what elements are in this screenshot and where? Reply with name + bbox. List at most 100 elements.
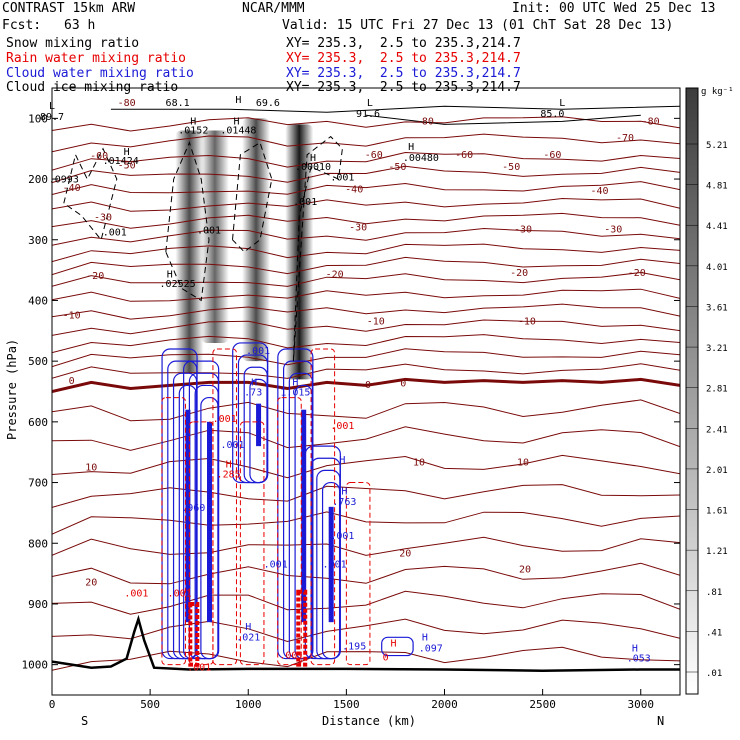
x-tick-label-0: 0 (49, 698, 56, 711)
colorbar-label-11: 4.41 (706, 222, 728, 232)
contour-label-84: H (390, 638, 396, 649)
temperature-contour-17 (52, 399, 680, 422)
colorbar-label-3: 1.21 (706, 547, 728, 557)
contour-label-44: -20 (510, 268, 528, 279)
temperature-contour-18 (52, 426, 680, 451)
temperature-contour-13 (52, 319, 680, 336)
contour-label-77: .001 (124, 589, 148, 600)
temperature-contour-5 (52, 197, 680, 212)
temperature-contour-2 (52, 151, 680, 171)
field-snow-xy: XY= 235.3, 2.5 to 235.3,214.7 (286, 36, 521, 51)
x-end-left-label: S (81, 714, 88, 728)
temperature-contour-22 (52, 536, 680, 556)
y-tick-label-9: 1000 (22, 659, 49, 672)
cloud-water-contour-0-3 (178, 384, 197, 660)
contour-label-48: -10 (63, 311, 81, 322)
temperature-contour-10 (52, 271, 680, 287)
contour-label-58: 1.015 (280, 388, 310, 399)
contour-label-29: -50 (502, 162, 520, 173)
fcst-label: Fcst: (2, 18, 42, 33)
contour-label-51: .001 (246, 346, 270, 357)
contour-label-63: 10 (413, 458, 425, 469)
contour-label-5: 69.6 (256, 98, 280, 109)
contour-label-22: .00010 (295, 162, 331, 173)
contour-label-73: 20 (519, 564, 531, 575)
zero-isotherm (52, 377, 680, 393)
contour-label-66: .285 (217, 470, 241, 481)
cloud-water-contour-4-3 (321, 481, 341, 660)
plot-frame (51, 87, 681, 696)
contour-label-57: H (292, 377, 298, 388)
temperature-contour-12 (52, 303, 680, 320)
contour-label-34: -40 (590, 186, 608, 197)
cloud-water-core-0 (185, 409, 191, 623)
contour-label-23: -60 (90, 151, 108, 162)
contour-label-89: .053 (627, 654, 651, 665)
terrain-line (52, 614, 680, 672)
field-cloudwater-xy: XY= 235.3, 2.5 to 235.3,214.7 (286, 66, 521, 81)
contour-label-11: -80 (642, 116, 660, 127)
contour-label-18: .01424 (103, 156, 139, 167)
contour-label-50: -10 (518, 317, 536, 328)
contour-label-68: H (341, 487, 347, 498)
contour-label-17: H (124, 147, 130, 158)
contour-label-20: .00480 (403, 153, 439, 164)
ice-contour-3 (292, 135, 343, 362)
cloud-water-contour-3-1 (282, 360, 314, 660)
contour-label-86: .001 (279, 651, 303, 662)
colorbar-label-6: 2.41 (706, 425, 728, 435)
contour-label-13: H (190, 116, 196, 127)
y-tick-label-3: 400 (28, 294, 48, 307)
temperature-contour-23 (52, 562, 680, 585)
rain-contour-3 (239, 421, 265, 666)
temperature-contour-6 (52, 212, 680, 229)
contour-label-15: H (233, 116, 239, 127)
y-tick-label-1: 200 (28, 173, 48, 186)
contour-label-25: -60 (455, 150, 473, 161)
contour-label-82: .097 (419, 643, 443, 654)
contour-label-83: .195 (342, 642, 366, 653)
cloud-water-core-3 (301, 409, 307, 623)
colorbar-label-4: 1.61 (706, 507, 728, 517)
field-rain-xy: XY= 235.3, 2.5 to 235.3,214.7 (286, 51, 521, 66)
x-tick-label-6: 3000 (628, 698, 655, 711)
contour-label-26: -60 (543, 150, 561, 161)
contour-label-40: .001 (103, 228, 127, 239)
contour-label-24: -60 (365, 150, 383, 161)
field-cloudwater-name: Cloud water mixing ratio (6, 66, 194, 81)
contour-label-87: .001 (187, 663, 211, 674)
contour-label-38: -30 (514, 225, 532, 236)
contour-label-62: 10 (85, 462, 97, 473)
contour-label-7: 91.6 (356, 109, 380, 120)
temperature-contour-26 (52, 646, 680, 671)
rain-core-0 (188, 601, 200, 667)
temperature-contour-21 (52, 511, 680, 535)
contour-label-54: 0 (400, 379, 406, 390)
ice-contour-1 (165, 141, 210, 302)
contour-label-16: .01448 (220, 126, 256, 137)
y-tick-label-4: 500 (28, 355, 48, 368)
terrain-layer (52, 614, 680, 672)
temperature-contour-19 (52, 454, 680, 479)
contour-label-71: .001 (330, 531, 354, 542)
contour-label-28: -50 (388, 162, 406, 173)
field-rain-name: Rain water mixing ratio (6, 51, 187, 66)
temperature-contour-20 (52, 484, 680, 508)
temperature-contour-7 (52, 227, 680, 246)
hydrometeor-contour-layer (63, 105, 680, 667)
contour-label-46: H (167, 269, 173, 280)
contour-label-35: .001 (293, 197, 317, 208)
colorbar-unit: g kg⁻¹ (701, 87, 734, 97)
snow-band-0 (175, 130, 204, 374)
contour-label-2: -80 (118, 98, 136, 109)
y-tick-label-7: 800 (28, 537, 48, 550)
contour-label-56: .73 (244, 388, 262, 399)
contour-label-3: 68.1 (166, 98, 190, 109)
contour-label-10: -80 (416, 116, 434, 127)
colorbar-label-12: 4.81 (706, 182, 728, 192)
cloud-water-core-1 (207, 421, 212, 623)
contour-label-88: H (632, 643, 638, 654)
